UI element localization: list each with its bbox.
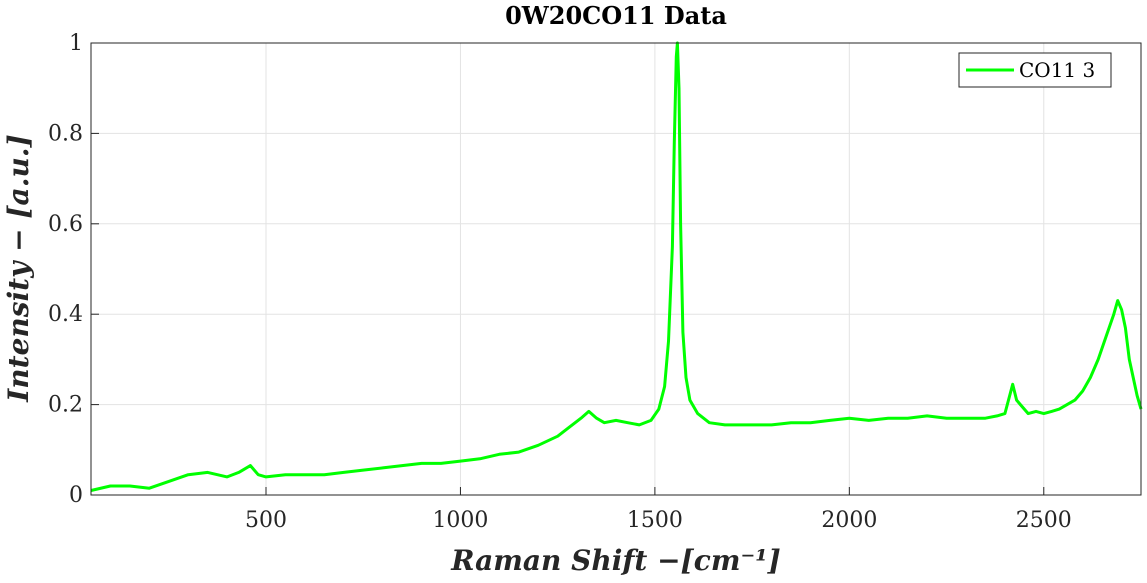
y-tick-label: 0.6 [48, 212, 83, 237]
series-layer [90, 41, 1143, 492]
y-tick-label: 1 [69, 31, 83, 56]
x-tick-label: 2000 [821, 508, 877, 533]
y-axis-ticks: 0 0.2 0.4 0.6 0.8 1 [48, 31, 99, 508]
x-tick-label: 500 [245, 508, 287, 533]
legend: CO11 3 [958, 52, 1112, 88]
y-tick-label: 0.2 [48, 393, 83, 418]
y-axis-label: Intensity − [a.u.] [2, 134, 35, 403]
x-axis-label: Raman Shift −[cm⁻¹] [450, 544, 781, 577]
x-tick-label: 1500 [627, 508, 683, 533]
y-tick-label: 0.8 [48, 121, 83, 146]
series-line [90, 41, 1143, 492]
x-tick-label: 1000 [432, 508, 488, 533]
chart-title: 0W20CO11 Data [505, 1, 727, 30]
x-tick-label: 2500 [1016, 508, 1072, 533]
plot-border [90, 42, 1142, 496]
x-axis-ticks: 500 1000 1500 2000 2500 [245, 487, 1072, 533]
plot-area [91, 43, 1141, 495]
y-tick-label: 0.4 [48, 302, 83, 327]
legend-label: CO11 3 [1019, 58, 1095, 82]
y-tick-label: 0 [69, 483, 83, 508]
